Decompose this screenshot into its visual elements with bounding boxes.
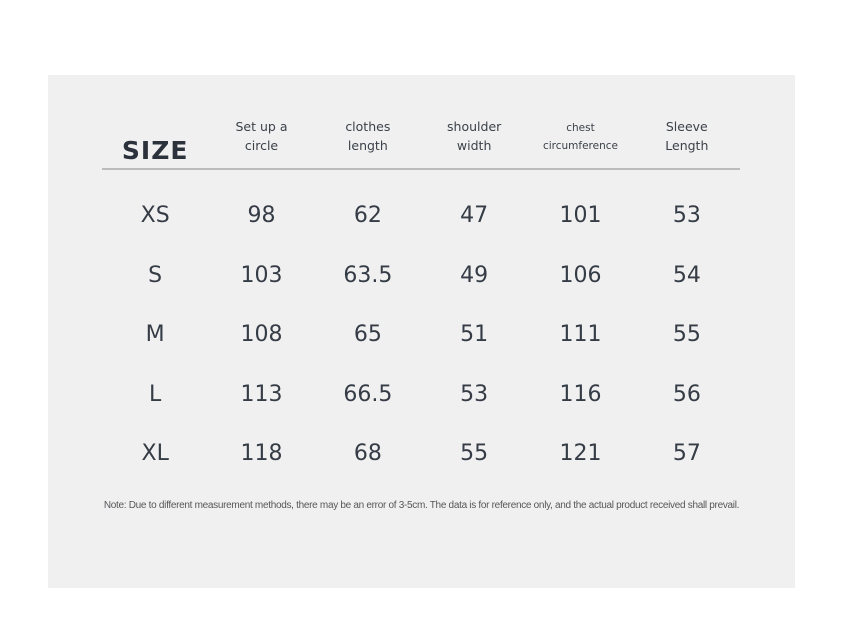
table-body: XS 98 62 47 101 53 S 103 63.5 49 106 54 … bbox=[102, 170, 740, 484]
column-header-line: Length bbox=[665, 138, 709, 153]
table-cell: 66.5 bbox=[343, 381, 393, 407]
table-cell: 51 bbox=[460, 322, 489, 348]
column-header-set-up-a-circle: Set up a circle bbox=[208, 75, 314, 168]
note-text: Note: Due to different measurement metho… bbox=[103, 499, 740, 511]
column-header-line: clothes bbox=[345, 119, 391, 134]
table-cell: 54 bbox=[672, 262, 701, 288]
table-cell: 55 bbox=[672, 322, 701, 348]
table-cell: 47 bbox=[460, 203, 489, 229]
table-row-xs: XS 98 62 47 101 53 bbox=[102, 186, 740, 246]
size-label: L bbox=[149, 381, 162, 407]
size-label: XS bbox=[140, 203, 170, 229]
table-cell: 65 bbox=[353, 322, 382, 348]
column-header-line: circumference bbox=[542, 140, 618, 152]
column-header-chest-circumference: chest circumference bbox=[527, 75, 633, 168]
table-cell: 53 bbox=[672, 203, 701, 229]
table-row-xl: XL 118 68 55 121 57 bbox=[102, 424, 740, 484]
table-row-l: L 113 66.5 53 116 56 bbox=[102, 365, 740, 425]
table-cell: 63.5 bbox=[343, 262, 393, 288]
table-cell: 56 bbox=[672, 381, 701, 407]
table-cell: 55 bbox=[460, 441, 489, 467]
column-header-shoulder-width: shoulder width bbox=[421, 75, 527, 168]
table-cell: 53 bbox=[460, 381, 489, 407]
table-cell: 116 bbox=[559, 381, 602, 407]
table-cell: 57 bbox=[672, 441, 701, 467]
table-cell: 101 bbox=[559, 203, 602, 229]
column-header-line: shoulder bbox=[447, 119, 502, 134]
column-header-clothes-length: clothes length bbox=[315, 75, 421, 168]
table-row-s: S 103 63.5 49 106 54 bbox=[102, 246, 740, 306]
table-cell: 121 bbox=[559, 441, 602, 467]
table-header-row: SIZE Set up a circle clothes length shou… bbox=[102, 75, 740, 170]
table-cell: 111 bbox=[559, 322, 602, 348]
table-cell: 113 bbox=[240, 381, 283, 407]
column-header-line: Set up a bbox=[235, 119, 288, 134]
table-row-m: M 108 65 51 111 55 bbox=[102, 305, 740, 365]
column-header-line: circle bbox=[244, 138, 279, 153]
size-label: XL bbox=[141, 441, 169, 467]
column-header-sleeve-length: Sleeve Length bbox=[634, 75, 740, 168]
column-header-line: length bbox=[347, 138, 388, 153]
table-cell: 49 bbox=[460, 262, 489, 288]
table-cell: 103 bbox=[240, 262, 283, 288]
size-label: S bbox=[148, 262, 163, 288]
size-chart-panel: SIZE Set up a circle clothes length shou… bbox=[48, 75, 795, 588]
table-cell: 106 bbox=[559, 262, 602, 288]
size-title: SIZE bbox=[121, 136, 189, 165]
table-cell: 118 bbox=[240, 441, 283, 467]
size-table: SIZE Set up a circle clothes length shou… bbox=[48, 75, 795, 484]
column-header-line: chest bbox=[566, 122, 595, 134]
table-cell: 98 bbox=[247, 203, 276, 229]
column-header-line: Sleeve bbox=[665, 119, 708, 134]
table-cell: 108 bbox=[240, 322, 283, 348]
table-cell: 68 bbox=[353, 441, 382, 467]
size-label: M bbox=[145, 322, 165, 348]
table-cell: 62 bbox=[353, 203, 382, 229]
column-header-line: width bbox=[456, 138, 492, 153]
